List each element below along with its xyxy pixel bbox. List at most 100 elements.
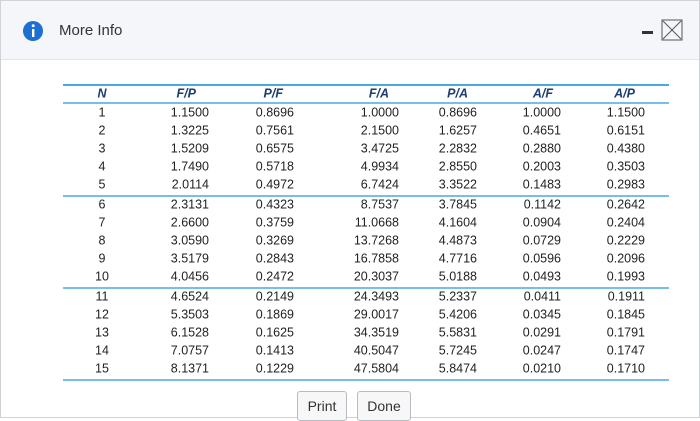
table-cell: 24.3493 <box>354 289 399 303</box>
table-cell: 4 <box>99 159 106 173</box>
table-cell: 15 <box>95 361 109 375</box>
table-cell: 11.0668 <box>355 215 399 229</box>
table-cell: 0.1413 <box>256 343 294 357</box>
table-cell: 0.8696 <box>439 105 477 119</box>
table-cell: 0.3759 <box>256 215 294 229</box>
table-cell: 0.1791 <box>607 325 645 339</box>
table-cell: 3 <box>99 141 106 155</box>
table-cell: 4.7716 <box>439 251 477 265</box>
table-cell: 13.7268 <box>354 233 399 247</box>
table-cell: 0.4651 <box>523 123 561 137</box>
table-cell: 0.2404 <box>607 215 645 229</box>
table-cell: 5.4206 <box>439 307 477 321</box>
table-cell: 0.1993 <box>607 269 645 283</box>
table-cell: 8.7537 <box>361 197 399 211</box>
column-header: P/A <box>447 86 468 100</box>
table-cell: 0.1869 <box>256 307 294 321</box>
table-cell: 1.3225 <box>171 123 209 137</box>
done-button[interactable]: Done <box>357 391 411 421</box>
table-cell: 2.8550 <box>439 159 477 173</box>
table-cell: 0.0345 <box>523 307 561 321</box>
column-header: P/F <box>264 86 284 100</box>
table-cell: 7.0757 <box>171 343 209 357</box>
table-cell: 1.0000 <box>361 105 399 119</box>
table-cell: 0.0596 <box>523 251 561 265</box>
table-cell: 0.4380 <box>607 141 645 155</box>
table-cell: 1.7490 <box>171 159 209 173</box>
table-cell: 6 <box>99 197 106 211</box>
table-cell: 34.3519 <box>354 325 399 339</box>
column-header: F/P <box>177 86 197 100</box>
table-cell: 9 <box>99 251 106 265</box>
table-cell: 0.6575 <box>256 141 294 155</box>
minimize-button[interactable] <box>642 31 653 34</box>
table-cell: 0.2983 <box>607 177 645 191</box>
print-button[interactable]: Print <box>297 391 347 421</box>
table-cell: 5 <box>99 177 106 191</box>
table-cell: 6.1528 <box>171 325 209 339</box>
table-cell: 0.1845 <box>607 307 645 321</box>
table-cell: 3.0590 <box>171 233 209 247</box>
table-cell: 0.1747 <box>607 343 645 357</box>
table-cell: 5.2337 <box>439 289 477 303</box>
table-cell: 47.5804 <box>354 361 399 375</box>
table-cell: 0.2149 <box>256 289 294 303</box>
table-cell: 5.3503 <box>171 307 209 321</box>
table-cell: 3.4725 <box>361 141 399 155</box>
table-cell: 2.2832 <box>439 141 477 155</box>
table-cell: 29.0017 <box>354 307 399 321</box>
table-cell: 20.3037 <box>354 269 399 283</box>
table-cell: 14 <box>95 343 109 357</box>
table-cell: 0.1710 <box>607 361 645 375</box>
table-cell: 5.5831 <box>439 325 477 339</box>
table-cell: 3.5179 <box>171 251 209 265</box>
table-cell: 1.1500 <box>607 105 645 119</box>
table-cell: 0.5718 <box>256 159 294 173</box>
table-cell: 0.0210 <box>523 361 561 375</box>
table-cell: 4.4873 <box>439 233 477 247</box>
table-cell: 0.3269 <box>256 233 294 247</box>
table-cell: 1.5209 <box>171 141 209 155</box>
table-cell: 3.7845 <box>439 197 477 211</box>
table-cell: 0.6151 <box>607 123 645 137</box>
table-cell: 0.8696 <box>256 105 294 119</box>
table-cell: 0.4972 <box>256 177 294 191</box>
column-header: A/F <box>532 86 554 100</box>
table-cell: 1 <box>99 105 106 119</box>
table-cell: 1.0000 <box>523 105 561 119</box>
table-cell: 0.4323 <box>256 197 294 211</box>
close-button[interactable] <box>661 19 683 41</box>
table-cell: 16.7858 <box>354 251 399 265</box>
table-cell: 1.6257 <box>439 123 477 137</box>
table-cell: 2.3131 <box>171 197 209 211</box>
table-cell: 13 <box>95 325 109 339</box>
table-cell: 4.9934 <box>361 159 399 173</box>
column-header: A/P <box>613 86 636 100</box>
table-cell: 0.1483 <box>523 177 561 191</box>
table-cell: 2.1500 <box>361 123 399 137</box>
table-cell: 0.0411 <box>524 289 561 303</box>
table-cell: 5.7245 <box>439 343 477 357</box>
table-cell: 0.0493 <box>523 269 561 283</box>
table-cell: 0.7561 <box>256 123 294 137</box>
table-cell: 2 <box>99 123 106 137</box>
table-cell: 0.1911 <box>608 289 645 303</box>
column-header: N <box>97 86 107 100</box>
table-cell: 3.3522 <box>439 177 477 191</box>
table-cell: 0.3503 <box>607 159 645 173</box>
table-cell: 5.0188 <box>439 269 477 283</box>
table-cell: 10 <box>95 269 109 283</box>
table-cell: 0.1142 <box>524 197 561 211</box>
table-cell: 0.2003 <box>523 159 561 173</box>
table-cell: 2.0114 <box>172 177 209 191</box>
table-cell: 0.2096 <box>607 251 645 265</box>
column-header: F/A <box>369 86 389 100</box>
table: N F/P P/F F/A P/A A/F A/P 1 1.1500 0.8696 1.0000 0.… <box>63 84 669 381</box>
table-cell: 0.0291 <box>523 325 561 339</box>
table-cell: 0.0904 <box>523 215 561 229</box>
table-cell: 0.2880 <box>523 141 561 155</box>
dialog-header: More Info <box>1 1 699 60</box>
table-cell: 0.2229 <box>607 233 645 247</box>
table-cell: 11 <box>96 289 109 303</box>
